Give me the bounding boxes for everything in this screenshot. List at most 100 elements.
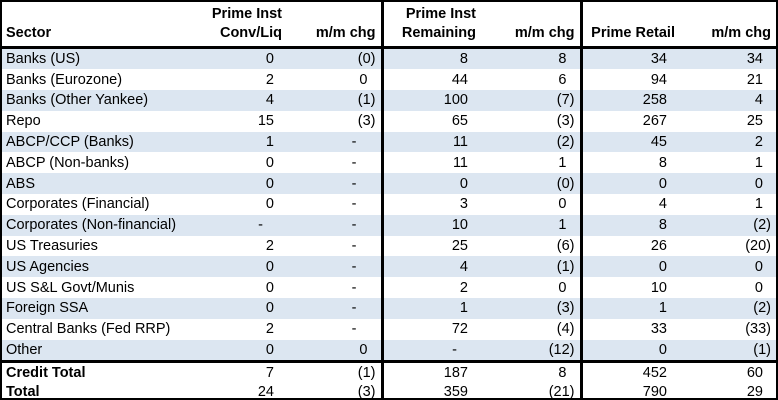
- value-cell: (2): [481, 131, 583, 153]
- value-cell: 0: [481, 194, 583, 215]
- value-cell: 267: [642, 113, 667, 130]
- value-cell: -: [287, 256, 384, 278]
- sector-label: ABCP/CCP (Banks): [6, 134, 134, 151]
- sector-label: Other: [6, 342, 43, 359]
- value-cell: 1: [481, 214, 583, 236]
- sector-label: Central Banks (Fed RRP): [6, 321, 171, 338]
- table-row: Other 0 0- (12) 0 (1): [2, 339, 776, 362]
- value-cell: -: [287, 214, 384, 236]
- header-line: m/m chg: [315, 24, 376, 41]
- column-header-sector: Sector: [2, 2, 206, 49]
- header-line: Conv/Liq: [219, 24, 282, 41]
- value-cell: 11: [452, 134, 468, 151]
- table-row: ABCP/CCP (Banks) 1- 11 (2) 45 2: [2, 131, 776, 153]
- value-cell: 2: [754, 134, 763, 151]
- value-cell: -: [287, 131, 384, 153]
- value-cell: 0: [265, 300, 274, 317]
- value-cell: 26: [650, 238, 667, 255]
- table-row: Corporates (Non-financial) - - 10 1 8 (2): [2, 214, 776, 236]
- value-cell: 60: [746, 364, 763, 381]
- value-cell: 0: [287, 339, 384, 362]
- value-cell: 25: [451, 238, 468, 255]
- value-cell: 1: [754, 196, 763, 213]
- value-cell: 359: [443, 383, 468, 400]
- value-cell: 8: [459, 50, 468, 67]
- value-cell: (1): [753, 342, 771, 359]
- value-cell: -: [452, 342, 457, 359]
- value-cell: 34: [746, 50, 763, 67]
- value-cell: 0: [658, 175, 667, 192]
- total-row: Credit Total 7 (1) 187 8 452 60: [2, 361, 776, 383]
- value-cell: 25: [746, 113, 763, 130]
- value-cell: 11: [452, 154, 468, 171]
- value-cell: (3): [481, 298, 583, 319]
- column-header-prime-inst-conv-liq: Prime Inst Conv/Liq: [206, 2, 287, 49]
- value-cell: 65: [451, 113, 468, 130]
- sector-label: Repo: [6, 113, 41, 130]
- value-cell: 34: [650, 50, 667, 67]
- value-cell: (6): [481, 235, 583, 257]
- value-cell: -: [287, 194, 384, 215]
- value-cell: 0: [481, 277, 583, 299]
- table-row: ABS 0-0 (0) 0 0: [2, 173, 776, 195]
- value-cell: 8: [658, 217, 667, 234]
- value-cell: 4: [754, 92, 763, 109]
- value-cell: (2): [753, 217, 771, 234]
- value-cell: 0: [658, 258, 667, 275]
- value-cell: 1: [265, 134, 274, 151]
- value-cell: (21): [481, 382, 583, 398]
- value-cell: 258: [642, 92, 667, 109]
- table-row: ABCP (Non-banks) 0-11 1 8 1: [2, 152, 776, 174]
- value-cell: 0: [287, 69, 384, 91]
- value-cell: 10: [650, 279, 667, 296]
- value-cell: 29: [746, 383, 763, 400]
- sector-label: US S&L Govt/Munis: [6, 279, 135, 296]
- header-line: m/m chg: [711, 24, 771, 41]
- value-cell: 1: [754, 154, 763, 171]
- header-line: Remaining: [401, 24, 476, 41]
- value-cell: 15: [257, 113, 274, 130]
- value-cell: (1): [287, 361, 384, 383]
- value-cell: (1): [287, 90, 384, 111]
- header-line: m/m chg: [514, 24, 575, 41]
- sector-label: Corporates (Non-financial): [6, 217, 177, 234]
- value-cell: (3): [287, 382, 384, 398]
- sector-label: Total: [6, 383, 40, 400]
- value-cell: (7): [481, 90, 583, 111]
- header-line: Sector: [6, 24, 52, 41]
- header-line: Prime Inst: [405, 5, 476, 22]
- value-cell: 100: [443, 92, 468, 109]
- value-cell: (3): [481, 110, 583, 132]
- value-cell: (0): [481, 173, 583, 195]
- sector-label: Banks (Other Yankee): [6, 92, 149, 109]
- value-cell: 1: [481, 152, 583, 174]
- value-cell: (0): [287, 47, 384, 70]
- table-row: Banks (Eurozone) 2 0 44 6 94 21: [2, 69, 776, 91]
- header-line: Prime Retail: [591, 24, 675, 41]
- table-row: Banks (Other Yankee) 4 (1) 100 (7) 258 4: [2, 90, 776, 111]
- header-line: Prime Inst: [211, 5, 282, 22]
- value-cell: 0: [459, 175, 468, 192]
- value-cell: 3: [459, 196, 468, 213]
- table-header: Sector Prime Inst Conv/Liq m/m chg Prime Ins…: [2, 2, 776, 49]
- value-cell: 452: [642, 364, 667, 381]
- value-cell: (12): [481, 339, 583, 362]
- value-cell: 0: [754, 175, 763, 192]
- value-cell: 7: [265, 364, 274, 381]
- value-cell: 10: [451, 217, 468, 234]
- sector-label: ABS: [6, 175, 36, 192]
- value-cell: 0: [265, 175, 274, 192]
- value-cell: 0: [754, 279, 763, 296]
- value-cell: (33): [745, 321, 771, 338]
- value-cell: 0: [658, 342, 667, 359]
- value-cell: (20): [745, 238, 771, 255]
- value-cell: (1): [481, 256, 583, 278]
- sector-label: US Treasuries: [6, 238, 98, 255]
- table-body: Banks (US) 0 (0) 8 8 34 34 Banks (Eurozone) 2 0 44…: [2, 47, 776, 362]
- value-cell: -: [287, 318, 384, 340]
- sector-label: Banks (US): [6, 50, 81, 67]
- sector-label: Credit Total: [6, 364, 86, 381]
- column-header-prime-retail: Prime Retail: [581, 2, 680, 49]
- value-cell: 8: [481, 47, 583, 70]
